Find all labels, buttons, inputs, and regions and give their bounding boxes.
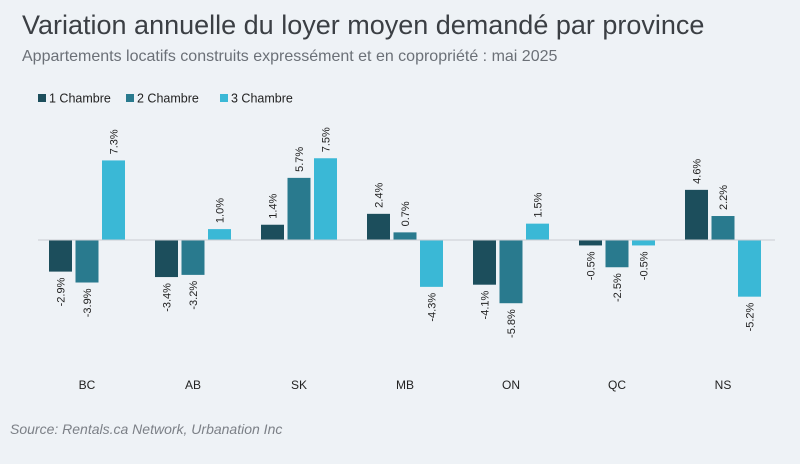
data-labels: -2.9% -3.9% 7.3% -3.4% -3.2% 1.0% 1.4% 5.7% 7.5%…	[56, 127, 757, 338]
bar-bc-1-chambre	[49, 240, 72, 272]
bar-mb-1-chambre	[367, 213, 390, 240]
data-label-ns-2-chambre: 2.2%	[718, 185, 730, 210]
data-label-ab-3-chambre: 1.0%	[215, 198, 227, 223]
data-label-ns-3-chambre: -5.2%	[745, 302, 757, 331]
bar-sk-1-chambre	[261, 224, 284, 240]
legend-label-1-chambre: 1 Chambre	[49, 92, 111, 106]
data-label-ns-1-chambre: 4.6%	[692, 159, 704, 184]
data-label-bc-3-chambre: 7.3%	[109, 129, 121, 154]
category-label-mb: MB	[396, 378, 414, 392]
bar-ab-2-chambre	[181, 240, 205, 275]
bar-on-1-chambre	[473, 240, 496, 285]
chart-title: Variation annuelle du loyer moyen demand…	[22, 10, 705, 40]
bar-on-2-chambre	[499, 240, 523, 304]
data-label-mb-1-chambre: 2.4%	[374, 183, 386, 208]
legend-item-1-chambre: 1 Chambre	[38, 92, 111, 106]
chart-subtitle: Appartements locatifs construits express…	[22, 48, 558, 65]
source-note: Source: Rentals.ca Network, Urbanation I…	[10, 421, 283, 437]
data-label-on-1-chambre: -4.1%	[480, 290, 492, 319]
legend-item-3-chambre: 3 Chambre	[220, 92, 293, 106]
data-label-on-3-chambre: 1.5%	[533, 192, 545, 217]
legend: 1 Chambre 2 Chambre 3 Chambre	[38, 92, 293, 106]
data-label-qc-2-chambre: -2.5%	[612, 273, 624, 302]
data-label-sk-2-chambre: 5.7%	[294, 147, 306, 172]
bar-qc-2-chambre	[605, 240, 629, 268]
bar-on-3-chambre	[526, 223, 549, 240]
legend-swatch-2-chambre	[126, 94, 134, 102]
bar-mb-2-chambre	[393, 232, 417, 240]
data-label-ab-1-chambre: -3.4%	[162, 283, 174, 312]
category-label-bc: BC	[79, 378, 96, 392]
data-label-mb-3-chambre: -4.3%	[427, 293, 439, 322]
bar-ns-2-chambre	[711, 216, 735, 240]
category-label-sk: SK	[291, 378, 307, 392]
legend-swatch-3-chambre	[220, 94, 228, 102]
bar-ab-3-chambre	[208, 229, 231, 240]
category-label-qc: QC	[608, 378, 626, 392]
bar-bc-3-chambre	[102, 160, 125, 240]
category-label-ns: NS	[715, 378, 732, 392]
data-label-bc-2-chambre: -3.9%	[82, 288, 94, 317]
data-label-sk-3-chambre: 7.5%	[321, 127, 333, 152]
data-label-mb-2-chambre: 0.7%	[400, 201, 412, 226]
bar-ns-3-chambre	[738, 240, 761, 297]
data-label-qc-1-chambre: -0.5%	[586, 251, 598, 280]
data-label-bc-1-chambre: -2.9%	[56, 277, 68, 306]
bar-qc-1-chambre	[579, 240, 602, 246]
legend-label-2-chambre: 2 Chambre	[137, 92, 199, 106]
category-label-ab: AB	[185, 378, 201, 392]
bar-ns-1-chambre	[685, 189, 708, 240]
legend-label-3-chambre: 3 Chambre	[231, 92, 293, 106]
bar-bc-2-chambre	[75, 240, 99, 283]
bar-sk-3-chambre	[314, 158, 337, 240]
data-label-on-2-chambre: -5.8%	[506, 309, 518, 338]
legend-swatch-1-chambre	[38, 94, 46, 102]
data-label-ab-2-chambre: -3.2%	[188, 281, 200, 310]
category-labels: BC AB SK MB ON QC NS	[79, 378, 732, 392]
bar-qc-3-chambre	[632, 240, 655, 246]
data-label-qc-3-chambre: -0.5%	[639, 251, 651, 280]
bars	[49, 158, 761, 304]
data-label-sk-1-chambre: 1.4%	[268, 193, 280, 218]
bar-mb-3-chambre	[420, 240, 443, 287]
legend-item-2-chambre: 2 Chambre	[126, 92, 199, 106]
bar-ab-1-chambre	[155, 240, 178, 278]
bar-sk-2-chambre	[287, 177, 311, 240]
category-label-on: ON	[502, 378, 520, 392]
